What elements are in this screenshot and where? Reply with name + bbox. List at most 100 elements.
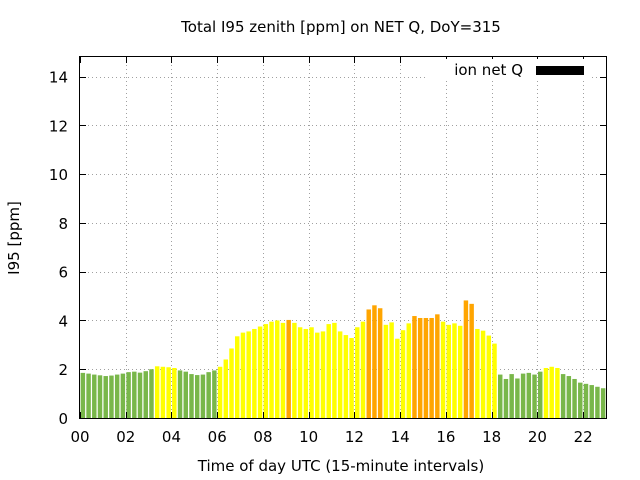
bar — [492, 343, 497, 418]
bar — [120, 373, 126, 418]
bar — [486, 335, 492, 418]
bar — [515, 378, 520, 418]
y-tick-label: 0 — [58, 410, 68, 428]
chart-title: Total I95 zenith [ppm] on NET Q, DoY=315 — [180, 18, 501, 36]
x-tick-label: 00 — [70, 428, 89, 446]
bar — [440, 321, 446, 418]
bar — [326, 324, 331, 418]
bar — [183, 371, 188, 418]
bar — [498, 374, 503, 418]
bar — [217, 366, 223, 418]
bar — [526, 372, 532, 419]
legend-label: ion net Q — [454, 61, 523, 79]
bar — [446, 324, 451, 418]
y-axis-label: I95 [ppm] — [5, 201, 23, 275]
bar — [389, 322, 394, 418]
bar — [297, 327, 303, 418]
bar — [292, 322, 297, 418]
x-tick-label: 10 — [299, 428, 318, 446]
bar — [583, 383, 589, 418]
bar — [200, 374, 206, 418]
bar — [212, 370, 217, 418]
bar — [360, 321, 366, 418]
bar — [160, 366, 166, 418]
bar — [395, 338, 400, 418]
x-axis-label: Time of day UTC (15-minute intervals) — [197, 457, 484, 475]
bar — [86, 373, 91, 418]
bar — [252, 328, 257, 418]
bar — [417, 317, 423, 418]
y-tick-label: 2 — [58, 361, 68, 379]
bar — [538, 371, 543, 418]
x-tick-label: 06 — [208, 428, 227, 446]
bar — [109, 375, 114, 418]
bar — [475, 328, 480, 418]
bar — [543, 368, 549, 418]
x-tick-label: 18 — [482, 428, 501, 446]
bar — [223, 359, 229, 418]
bar — [383, 324, 389, 418]
bar — [257, 326, 263, 418]
bar — [429, 317, 434, 418]
bar — [280, 322, 286, 418]
bar — [337, 331, 343, 418]
bar — [600, 388, 606, 418]
bar — [263, 324, 269, 418]
y-tick-label: 14 — [49, 69, 68, 87]
bar — [560, 374, 566, 418]
bar — [503, 378, 509, 418]
bar — [275, 320, 280, 418]
bar — [343, 335, 349, 418]
y-tick-label: 8 — [58, 215, 68, 233]
bar — [286, 319, 291, 418]
bars — [80, 300, 606, 419]
x-tick-label: 16 — [436, 428, 455, 446]
bar — [412, 316, 417, 418]
bar — [572, 378, 577, 418]
bar — [566, 376, 572, 418]
bar — [80, 372, 86, 419]
x-tick-label: 14 — [391, 428, 410, 446]
y-tick-label: 6 — [58, 264, 68, 282]
bar — [269, 321, 274, 418]
bar — [435, 314, 440, 418]
bar — [235, 336, 240, 418]
bar — [97, 375, 103, 418]
bar — [355, 327, 360, 418]
bar — [229, 348, 234, 418]
bar — [114, 374, 120, 418]
bar — [92, 374, 97, 418]
x-tick-label: 04 — [162, 428, 181, 446]
bar — [555, 368, 560, 418]
bar — [366, 309, 371, 418]
bar — [132, 371, 137, 418]
y-tick-label: 12 — [49, 117, 68, 135]
bar — [240, 332, 246, 418]
bar — [315, 332, 320, 418]
bar — [177, 370, 183, 418]
bar — [480, 330, 486, 418]
bar — [137, 372, 143, 418]
bar — [578, 382, 583, 418]
bar — [532, 374, 537, 418]
x-tick-label: 22 — [574, 428, 593, 446]
bar — [189, 374, 194, 418]
bar — [372, 305, 377, 418]
grid — [80, 57, 606, 418]
bar — [400, 330, 406, 418]
bar — [154, 366, 160, 418]
bar — [452, 323, 457, 418]
bar — [303, 328, 309, 418]
bar — [126, 372, 131, 418]
bar — [166, 367, 171, 418]
bar — [349, 337, 354, 418]
bar — [246, 331, 251, 418]
x-tick-label: 12 — [345, 428, 364, 446]
bar — [509, 374, 514, 418]
bar — [103, 376, 108, 418]
x-tick-label: 08 — [253, 428, 272, 446]
x-tick-label: 02 — [116, 428, 135, 446]
bar — [149, 369, 154, 418]
x-tick-label: 20 — [528, 428, 547, 446]
